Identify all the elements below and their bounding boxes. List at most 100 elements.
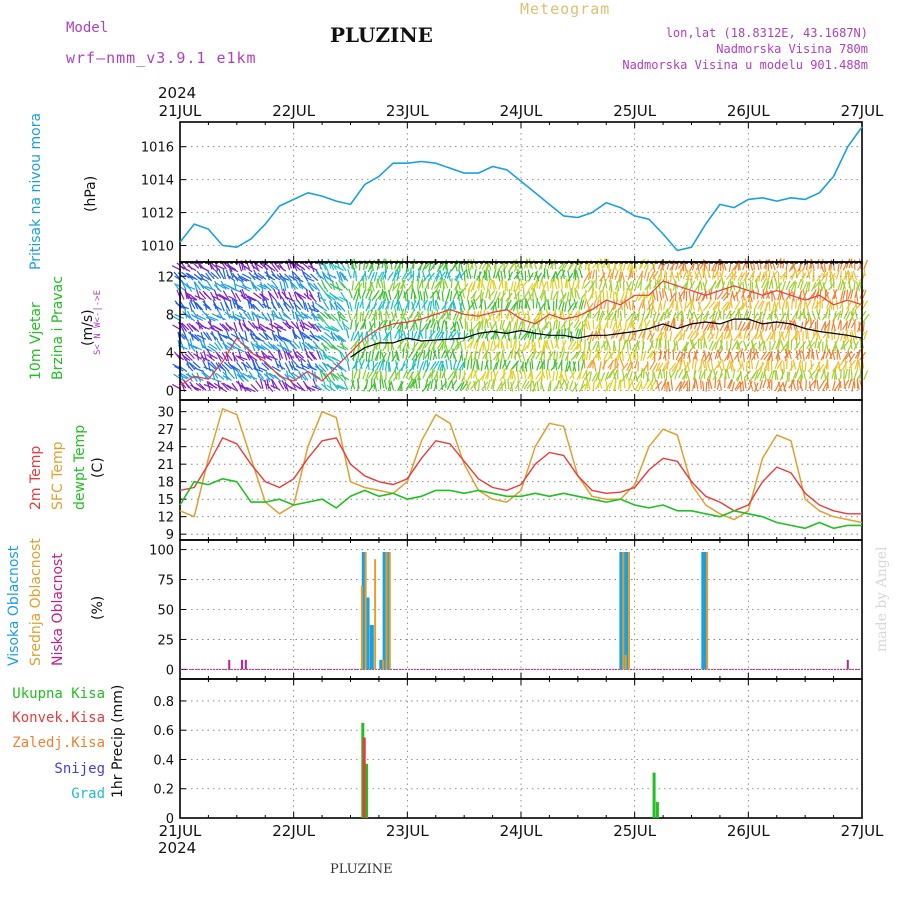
wind-barb bbox=[417, 288, 421, 300]
lonlat-label: lon,lat (18.8312E, 43.1687N) bbox=[665, 26, 868, 40]
wind-barb bbox=[492, 279, 497, 290]
wind-barb bbox=[194, 367, 205, 373]
wind-barb bbox=[381, 352, 386, 362]
wind-barb bbox=[608, 379, 614, 390]
wind-barb bbox=[211, 377, 222, 383]
wind-barb bbox=[825, 289, 830, 300]
wind-barb bbox=[703, 368, 706, 379]
wind-barb bbox=[762, 368, 767, 379]
wind-barb bbox=[488, 289, 491, 300]
wind-barb bbox=[257, 366, 268, 372]
wind-barb bbox=[361, 348, 366, 359]
wind-barb bbox=[711, 341, 717, 352]
wind-barb bbox=[760, 350, 767, 360]
wind-barb bbox=[776, 258, 782, 269]
wind-barb bbox=[348, 288, 353, 299]
wind-barb bbox=[684, 368, 688, 379]
wind-barb bbox=[820, 369, 826, 380]
wind-barb bbox=[368, 290, 373, 301]
wind-barb bbox=[678, 368, 684, 379]
wind-barb bbox=[243, 311, 251, 320]
wind-barb bbox=[837, 261, 840, 272]
wind-barb bbox=[470, 381, 477, 390]
wind-barb bbox=[710, 360, 714, 371]
wind-barb bbox=[299, 325, 310, 331]
wind-barb bbox=[492, 311, 495, 322]
wind-barb bbox=[370, 303, 378, 312]
wind-barb bbox=[812, 270, 815, 281]
wind-barb bbox=[431, 368, 434, 379]
wind-barb bbox=[533, 259, 538, 270]
wind-barb bbox=[558, 300, 563, 311]
cloud-bar bbox=[374, 559, 377, 670]
wind-barb bbox=[795, 298, 798, 309]
wind-barb bbox=[675, 350, 681, 361]
wind-barb bbox=[255, 345, 266, 351]
wind-barb bbox=[606, 370, 613, 380]
wind-barb bbox=[819, 262, 825, 272]
wind-barb bbox=[473, 298, 478, 309]
wind-barb bbox=[575, 269, 580, 280]
wind-barb bbox=[657, 362, 664, 372]
wind-barb bbox=[539, 329, 542, 340]
wind-barb bbox=[472, 291, 476, 302]
wind-barb bbox=[196, 270, 204, 280]
wind-barb bbox=[775, 369, 779, 380]
wind-barb bbox=[587, 268, 592, 279]
wind-barb bbox=[816, 379, 819, 390]
wind-barb bbox=[225, 308, 231, 319]
wind-barb bbox=[493, 351, 500, 361]
wind-barb bbox=[273, 374, 282, 383]
wind-barb bbox=[264, 379, 268, 390]
wind-barb bbox=[725, 309, 732, 320]
wind-barb bbox=[401, 278, 406, 289]
wind-barb bbox=[226, 274, 236, 282]
wind-barb bbox=[301, 262, 311, 270]
wind-barb bbox=[479, 340, 485, 351]
wind-barb bbox=[179, 300, 187, 310]
wind-barb bbox=[706, 361, 711, 372]
wind-barb bbox=[642, 368, 645, 379]
wind-barb bbox=[340, 282, 349, 291]
wind-barb bbox=[717, 270, 719, 281]
wind-barb bbox=[449, 359, 453, 370]
wind-barb bbox=[779, 361, 782, 372]
wind-barb bbox=[531, 339, 534, 350]
wind-barb bbox=[728, 330, 734, 341]
wind-barb bbox=[254, 353, 265, 359]
cloud-bar bbox=[379, 659, 384, 670]
wind-barb bbox=[482, 341, 485, 352]
wind-barb bbox=[327, 258, 332, 269]
wind-barb bbox=[742, 351, 745, 363]
wind-barb bbox=[171, 315, 181, 322]
wind-barb bbox=[804, 318, 808, 329]
wind-barb bbox=[208, 362, 217, 370]
y-tick-label: 1016 bbox=[141, 141, 174, 156]
wind-barb bbox=[709, 328, 714, 339]
wind-barb bbox=[619, 358, 625, 369]
wind-barb bbox=[316, 313, 324, 323]
wind-barb bbox=[663, 361, 670, 371]
wind-barb bbox=[396, 282, 401, 292]
wind-barb bbox=[351, 280, 355, 291]
wind-barb bbox=[535, 271, 540, 282]
wind-barb bbox=[622, 339, 626, 350]
wind-barb bbox=[834, 341, 838, 352]
wind-barb bbox=[681, 311, 685, 322]
wind-barb bbox=[586, 302, 594, 312]
x-tick-label-top: 25JUL bbox=[613, 102, 656, 120]
wind-barb bbox=[411, 358, 415, 370]
wind-barb bbox=[649, 381, 656, 391]
wind-barb bbox=[802, 281, 808, 291]
wind-barb bbox=[716, 278, 722, 289]
wind-barb bbox=[691, 339, 696, 350]
wind-barb bbox=[845, 320, 848, 331]
wind-barb bbox=[256, 341, 260, 352]
wind-barb bbox=[373, 271, 378, 282]
panel-frame bbox=[179, 678, 863, 819]
wind-barb bbox=[777, 381, 783, 392]
wind-barb bbox=[412, 372, 420, 382]
wind-barb bbox=[319, 311, 329, 320]
wind-barb bbox=[692, 358, 695, 369]
wind-barb bbox=[708, 333, 716, 343]
